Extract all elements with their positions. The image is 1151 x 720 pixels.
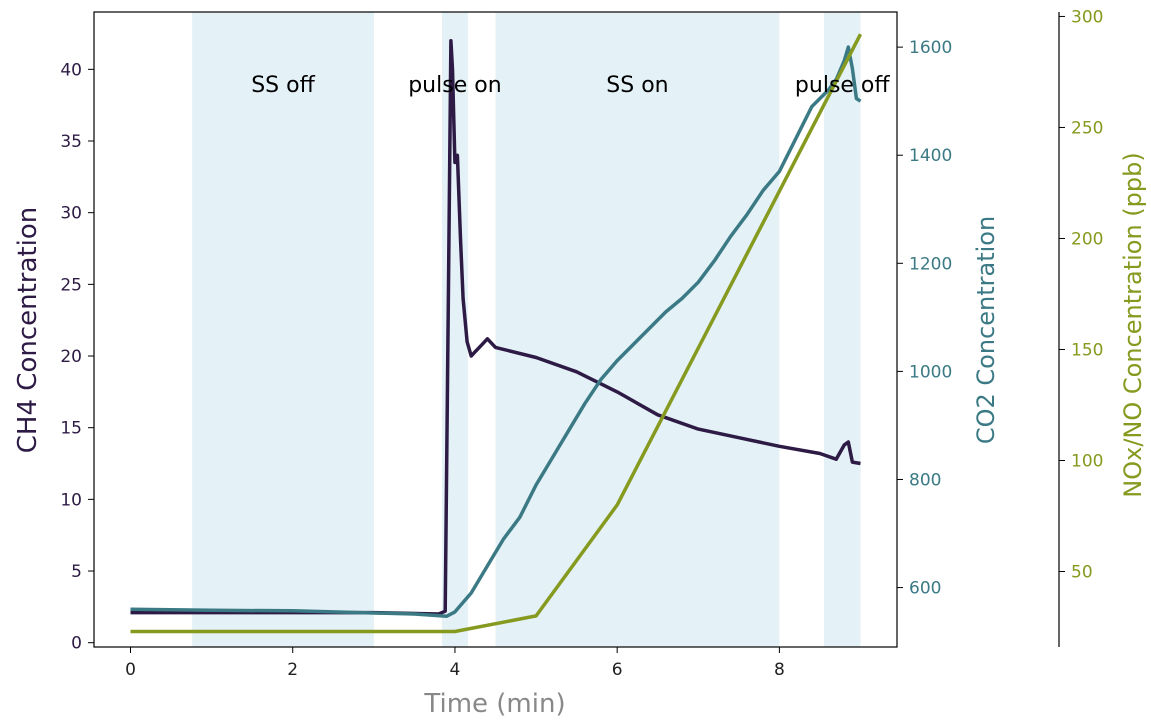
- outer-axis-ticks: 50 100 150 200 250 300: [1059, 7, 1103, 583]
- left-tick-label: 10: [60, 490, 82, 510]
- outer-tick-label: 250: [1071, 118, 1103, 138]
- region-label-3: pulse off: [795, 73, 890, 98]
- right-tick-label: 800: [909, 470, 941, 490]
- right-axis-label: CO2 Concentration: [972, 216, 1000, 444]
- series-line-right: [130, 45, 862, 618]
- series-line-left: [130, 38, 861, 616]
- outer-tick-label: 300: [1071, 7, 1103, 27]
- left-tick-label: 35: [60, 132, 82, 152]
- right-tick-label: 1200: [909, 254, 952, 274]
- outer-tick-label: 200: [1071, 229, 1103, 249]
- outer-tick-label: 150: [1071, 340, 1103, 360]
- left-axis-label: CH4 Concentration: [13, 207, 43, 453]
- region-3: [824, 12, 861, 647]
- left-axis-ticks: 0 5 10 15 20 25 30 35 40: [60, 60, 94, 654]
- region-labels: SS off pulse on SS on pulse off: [251, 73, 890, 98]
- x-tick-label: 4: [450, 660, 461, 680]
- x-axis-ticks: 0 2 4 6 8: [125, 647, 785, 680]
- left-tick-label: 30: [60, 204, 82, 224]
- x-tick-label: 8: [774, 660, 785, 680]
- left-tick-label: 0: [71, 634, 82, 654]
- region-0: [192, 12, 374, 647]
- region-label-2: SS on: [606, 73, 668, 98]
- right-tick-label: 1000: [909, 362, 952, 382]
- outer-axis-label: NOx/NO Concentration (ppb): [1119, 152, 1147, 497]
- shaded-regions: [192, 12, 861, 647]
- right-tick-label: 1400: [909, 146, 952, 166]
- right-axis-ticks: 600 800 1000 1200 1400 1600: [897, 38, 952, 599]
- x-tick-label: 2: [287, 660, 298, 680]
- left-tick-label: 5: [71, 562, 82, 582]
- outer-tick-label: 50: [1071, 563, 1093, 583]
- x-axis-label: Time (min): [423, 689, 565, 719]
- series-line-outer: [130, 33, 863, 634]
- series-lines: [130, 33, 863, 634]
- outer-tick-label: 100: [1071, 451, 1103, 471]
- region-label-1: pulse on: [408, 73, 501, 98]
- left-tick-label: 25: [60, 275, 82, 295]
- region-label-0: SS off: [251, 73, 315, 98]
- plot-frame: [93, 11, 898, 648]
- region-2: [495, 12, 780, 647]
- left-tick-label: 40: [60, 60, 82, 80]
- left-tick-label: 20: [60, 347, 82, 367]
- right-tick-label: 600: [909, 579, 941, 599]
- x-tick-label: 6: [612, 660, 623, 680]
- left-tick-label: 15: [60, 419, 82, 439]
- x-tick-label: 0: [125, 660, 136, 680]
- right-tick-label: 1600: [909, 38, 952, 58]
